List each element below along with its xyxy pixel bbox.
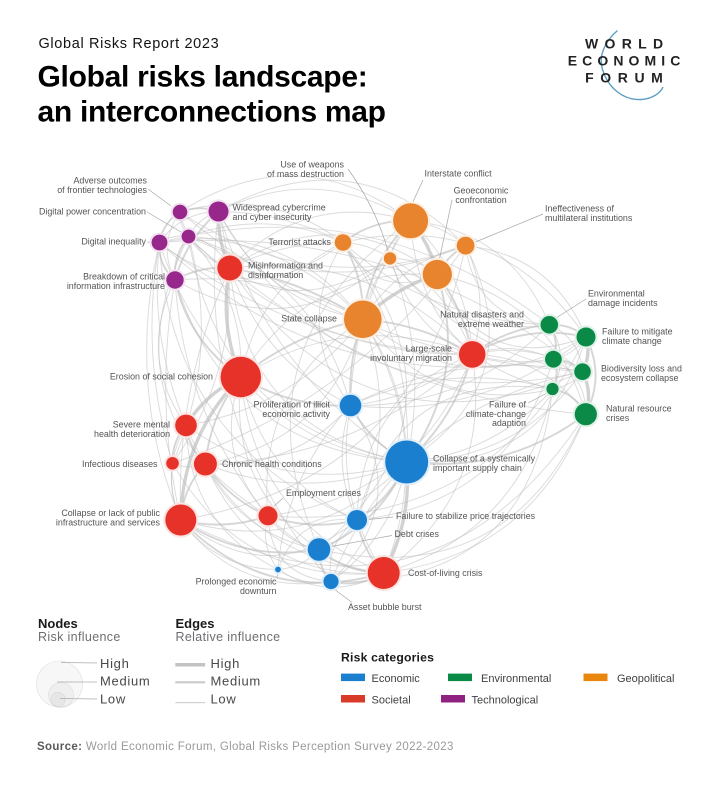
svg-text:information infrastructure: information infrastructure [67, 281, 165, 291]
svg-text:an interconnections map: an interconnections map [38, 96, 386, 129]
svg-text:Relative influence: Relative influence [176, 630, 281, 644]
svg-text:Low: Low [211, 692, 237, 707]
svg-text:State collapse: State collapse [281, 314, 337, 324]
svg-text:Infectious diseases: Infectious diseases [82, 459, 158, 469]
svg-text:High: High [100, 656, 130, 671]
svg-text:Medium: Medium [100, 674, 150, 689]
svg-text:Geoeconomic: Geoeconomic [454, 186, 509, 196]
svg-text:Global Risks Report 2023: Global Risks Report 2023 [39, 36, 220, 52]
svg-text:ecosystem collapse: ecosystem collapse [601, 373, 679, 383]
svg-text:Societal: Societal [372, 695, 411, 707]
svg-text:Terrorist attacks: Terrorist attacks [268, 237, 331, 247]
svg-text:Medium: Medium [211, 674, 261, 689]
svg-text:Breakdown of critical: Breakdown of critical [83, 272, 165, 282]
svg-text:Technological: Technological [472, 695, 539, 707]
svg-text:Ineffectiveness of: Ineffectiveness of [545, 204, 614, 214]
svg-text:Collapse of a systemically: Collapse of a systemically [433, 454, 536, 464]
svg-text:Erosion of social cohesion: Erosion of social cohesion [110, 372, 213, 382]
svg-text:Asset bubble burst: Asset bubble burst [348, 602, 422, 612]
svg-text:extreme weather: extreme weather [458, 319, 524, 329]
svg-text:Chronic health conditions: Chronic health conditions [222, 459, 322, 469]
svg-text:Prolonged economic: Prolonged economic [196, 577, 277, 587]
svg-text:climate change: climate change [602, 336, 662, 346]
svg-text:Employment crises: Employment crises [286, 488, 362, 498]
svg-text:Failure to stabilize price tra: Failure to stabilize price trajectories [396, 511, 536, 521]
svg-text:ECONOMIC: ECONOMIC [568, 53, 686, 69]
svg-text:Misinformation and: Misinformation and [248, 261, 323, 271]
svg-text:Risk categories: Risk categories [341, 651, 434, 665]
svg-text:Debt crises: Debt crises [395, 529, 440, 539]
svg-text:Cost-of-living crisis: Cost-of-living crisis [408, 568, 483, 578]
svg-text:Edges: Edges [176, 616, 215, 631]
svg-text:adaption: adaption [492, 418, 526, 428]
svg-text:Severe mental: Severe mental [113, 420, 170, 430]
svg-text:High: High [211, 656, 241, 671]
svg-text:Collapse or lack of public: Collapse or lack of public [61, 508, 160, 518]
svg-text:Economic: Economic [372, 673, 421, 685]
svg-text:Failure of: Failure of [489, 400, 527, 410]
svg-text:Risk influence: Risk influence [38, 630, 121, 644]
svg-text:Digital inequality: Digital inequality [81, 237, 146, 247]
svg-text:economic activity: economic activity [262, 409, 330, 419]
svg-text:Failure to mitigate: Failure to mitigate [602, 327, 673, 337]
svg-text:WORLD: WORLD [585, 36, 669, 52]
svg-text:disinformation: disinformation [248, 270, 303, 280]
svg-text:of mass destruction: of mass destruction [267, 169, 344, 179]
svg-text:Global risks landscape:: Global risks landscape: [38, 61, 368, 94]
svg-text:damage incidents: damage incidents [588, 298, 658, 308]
svg-text:Nodes: Nodes [38, 616, 78, 631]
svg-text:infrastructure and services: infrastructure and services [56, 517, 161, 527]
svg-text:Large-scale: Large-scale [406, 344, 452, 354]
svg-text:downturn: downturn [240, 586, 277, 596]
svg-text:important supply chain: important supply chain [433, 463, 522, 473]
svg-text:Geopolitical: Geopolitical [617, 673, 674, 685]
svg-text:of frontier technologies: of frontier technologies [57, 185, 147, 195]
svg-text:involuntary migration: involuntary migration [370, 353, 452, 363]
svg-text:and cyber insecurity: and cyber insecurity [233, 212, 312, 222]
svg-text:Low: Low [100, 692, 126, 707]
svg-text:Natural resource: Natural resource [606, 404, 672, 414]
svg-text:Interstate conflict: Interstate conflict [425, 169, 493, 179]
svg-text:crises: crises [606, 413, 630, 423]
svg-text:Source: World Economic Forum,: Source: World Economic Forum, Global Ris… [37, 741, 454, 753]
svg-text:Adverse outcomes: Adverse outcomes [73, 176, 147, 186]
svg-text:Digital power concentration: Digital power concentration [39, 207, 146, 217]
svg-text:FORUM: FORUM [585, 70, 669, 86]
svg-text:Environmental: Environmental [481, 673, 551, 685]
svg-text:multilateral institutions: multilateral institutions [545, 213, 633, 223]
svg-text:Widespread cybercrime: Widespread cybercrime [233, 203, 326, 213]
svg-text:confrontation: confrontation [455, 195, 506, 205]
svg-text:Biodiversity loss and: Biodiversity loss and [601, 364, 682, 374]
svg-text:Proliferation of illicit: Proliferation of illicit [254, 400, 331, 410]
svg-text:Use of weapons: Use of weapons [280, 160, 344, 170]
svg-text:climate-change: climate-change [466, 409, 526, 419]
svg-text:health deterioration: health deterioration [94, 429, 170, 439]
svg-text:Natural disasters and: Natural disasters and [440, 310, 524, 320]
svg-text:Environmental: Environmental [588, 289, 645, 299]
